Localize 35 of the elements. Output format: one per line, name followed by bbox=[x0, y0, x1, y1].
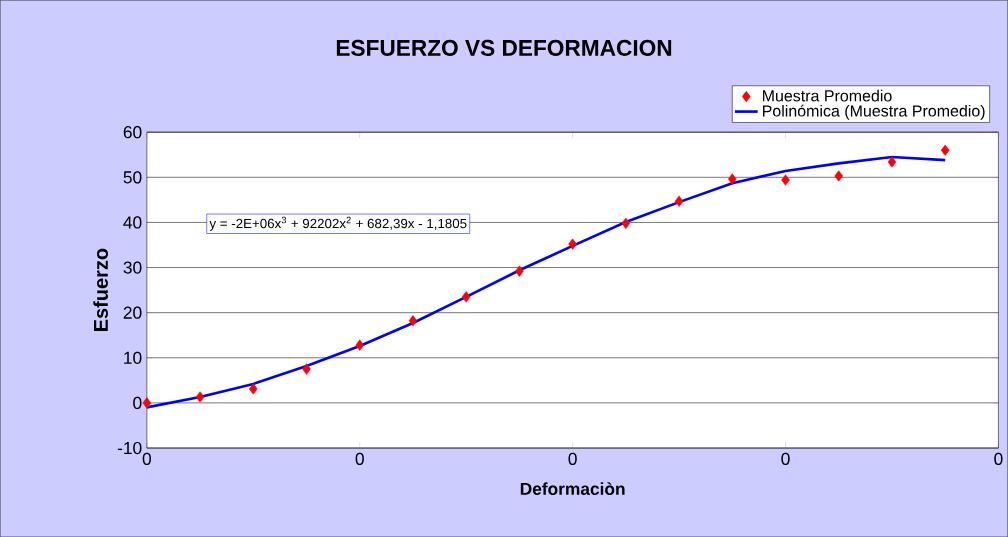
x-tick-label: 0 bbox=[994, 452, 1003, 465]
y-tick-label: 10 bbox=[124, 351, 142, 364]
annotation: y = -2E+06x$^{3}$ + 92202x$^{2}$ + 682,39x - 1,1805 bbox=[209, 216, 467, 231]
legend-label: Muestra Promedio bbox=[762, 89, 892, 102]
point bbox=[940, 144, 950, 156]
point bbox=[568, 238, 577, 250]
point bbox=[355, 339, 365, 351]
legend-label: Polinómica (Muestra Promedio) bbox=[762, 104, 985, 120]
point bbox=[302, 363, 311, 375]
y-tick-label: -10 bbox=[117, 441, 142, 455]
x-axis-title: Deformaciòn bbox=[520, 482, 625, 495]
point bbox=[461, 291, 471, 303]
point bbox=[195, 391, 205, 403]
point bbox=[781, 174, 790, 186]
point bbox=[621, 217, 631, 229]
point bbox=[674, 195, 684, 207]
y-tick-label: 40 bbox=[123, 216, 142, 229]
y-tick-label: 30 bbox=[123, 261, 142, 274]
point bbox=[408, 315, 418, 327]
x-tick-label: 0 bbox=[781, 452, 790, 465]
x-tick-label: 0 bbox=[568, 452, 577, 465]
y-tick-label: 0 bbox=[133, 396, 142, 409]
point bbox=[142, 397, 152, 409]
point bbox=[515, 265, 524, 277]
point bbox=[887, 156, 897, 168]
point bbox=[834, 170, 844, 182]
x-tick-label: 0 bbox=[355, 452, 364, 465]
point bbox=[249, 383, 258, 395]
y-tick-label: 60 bbox=[123, 125, 142, 139]
y-tick-label: 20 bbox=[123, 306, 142, 319]
chart-title: ESFUERZO VS DEFORMACION bbox=[336, 39, 672, 56]
y-tick-label: 50 bbox=[123, 171, 142, 184]
point bbox=[728, 173, 737, 185]
y-axis-title: Esfuerzo bbox=[93, 248, 108, 331]
x-tick-label: 0 bbox=[142, 452, 152, 465]
